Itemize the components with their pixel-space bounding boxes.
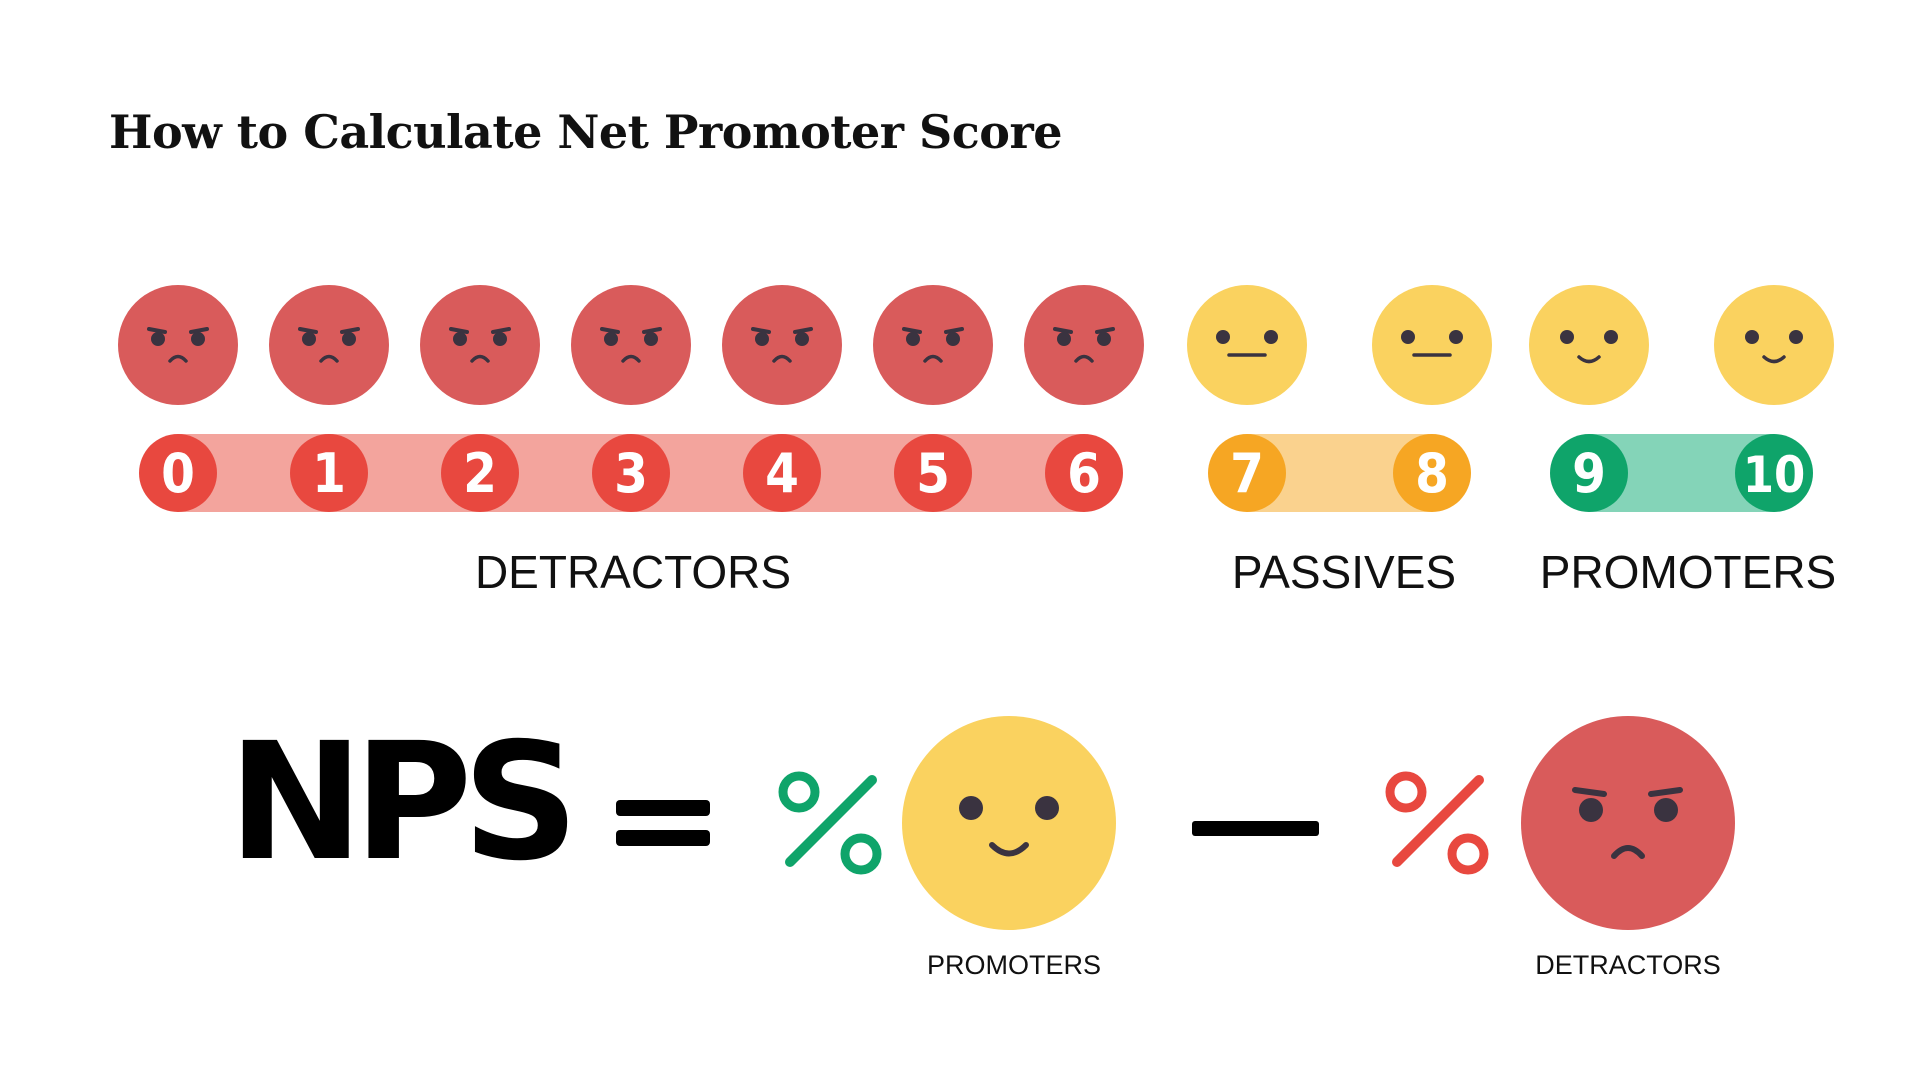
score-number: 2	[463, 442, 497, 505]
score-badge-5: 5	[894, 434, 972, 512]
detractor-angry-face-large	[1521, 716, 1735, 930]
score-number: 1	[312, 442, 346, 505]
detractors-label: DETRACTORS	[474, 546, 792, 598]
score-number: 3	[614, 442, 648, 505]
score-badge-9: 9	[1550, 434, 1628, 512]
face-icon-angry-3	[571, 285, 691, 405]
score-number: 7	[1230, 442, 1264, 505]
score-badge-2: 2	[441, 434, 519, 512]
face-icon-angry-1	[269, 285, 389, 405]
score-number: 9	[1572, 442, 1606, 505]
score-badge-1: 1	[290, 434, 368, 512]
score-number: 5	[916, 442, 950, 505]
passives-label: PASSIVES	[1231, 546, 1457, 598]
promoter-smile-face-large	[902, 716, 1116, 930]
minus-sign	[1192, 821, 1319, 836]
face-icon-angry-2	[420, 285, 540, 405]
score-badge-10: 10	[1735, 434, 1813, 512]
face-icon-angry-5	[873, 285, 993, 405]
promoters-label: PROMOTERS	[1539, 546, 1837, 598]
formula-detractors-label: DETRACTORS	[1535, 950, 1721, 980]
score-badge-4: 4	[743, 434, 821, 512]
nps-formula-lhs: NPS	[228, 709, 579, 897]
face-icon-neutral-7	[1187, 285, 1307, 405]
detractors-percent-icon	[1385, 771, 1489, 875]
score-badge-6: 6	[1045, 434, 1123, 512]
equals-sign	[616, 800, 710, 846]
score-number: 4	[765, 442, 799, 505]
face-icon-angry-6	[1024, 285, 1144, 405]
formula-promoters-label: PROMOTERS	[926, 950, 1102, 980]
score-badge-8: 8	[1393, 434, 1471, 512]
score-badge-3: 3	[592, 434, 670, 512]
score-badge-0: 0	[139, 434, 217, 512]
score-number: 8	[1415, 442, 1449, 505]
score-number: 0	[161, 442, 195, 505]
score-number: 10	[1743, 446, 1806, 504]
face-icon-angry-0	[118, 285, 238, 405]
face-icon-smile-9	[1529, 285, 1649, 405]
face-icon-neutral-8	[1372, 285, 1492, 405]
promoters-percent-icon	[778, 771, 882, 875]
face-icon-smile-10	[1714, 285, 1834, 405]
face-icon-angry-4	[722, 285, 842, 405]
score-number: 6	[1067, 442, 1101, 505]
score-badge-7: 7	[1208, 434, 1286, 512]
page-title: How to Calculate Net Promoter Score	[109, 105, 1062, 159]
